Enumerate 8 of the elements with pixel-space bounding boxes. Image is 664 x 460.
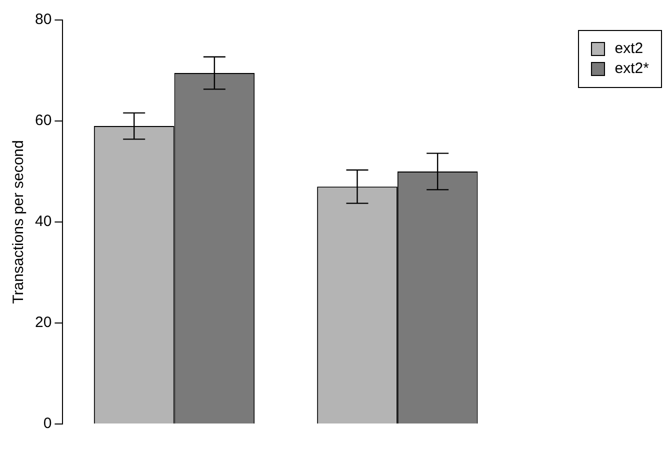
legend-label: ext2* <box>614 59 649 79</box>
y-tick-label: 80 <box>34 11 52 28</box>
legend-label: ext2 <box>614 39 644 59</box>
y-axis-title: Transactions per second <box>10 140 28 304</box>
y-tick-label: 0 <box>43 415 52 432</box>
y-tick-label: 60 <box>34 112 52 130</box>
y-tick-label: 40 <box>34 213 52 230</box>
y-tick-label: 20 <box>34 314 52 332</box>
